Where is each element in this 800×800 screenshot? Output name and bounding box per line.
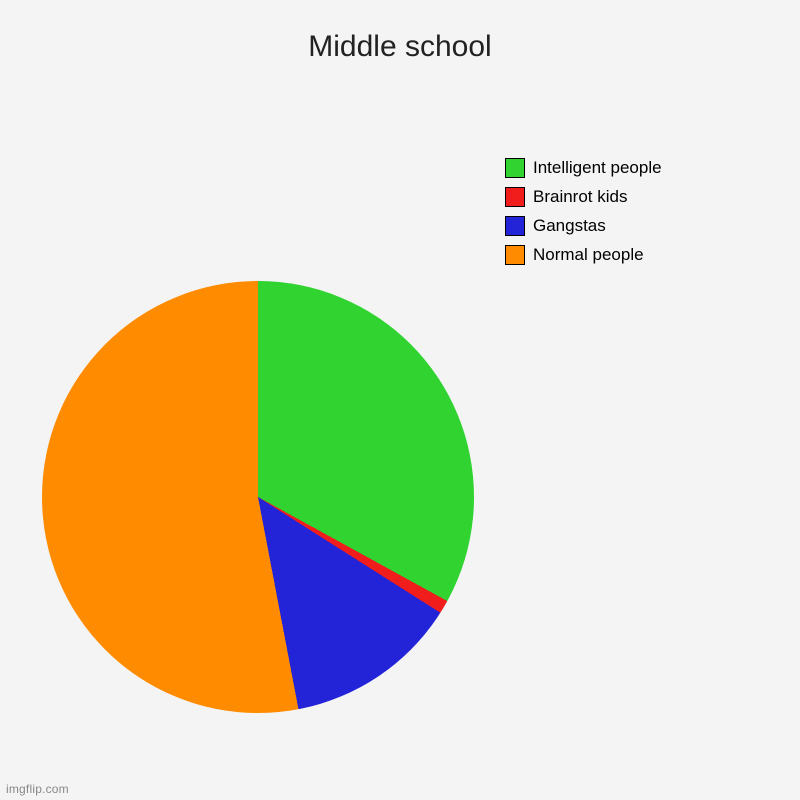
chart-title: Middle school	[0, 30, 800, 64]
pie-disc	[42, 281, 474, 713]
legend-item: Normal people	[505, 245, 662, 265]
legend-label: Intelligent people	[533, 158, 662, 178]
watermark: imgflip.com	[6, 782, 69, 796]
pie-chart	[42, 281, 474, 713]
legend-swatch	[505, 158, 525, 178]
legend-swatch	[505, 187, 525, 207]
legend-swatch	[505, 216, 525, 236]
legend: Intelligent people Brainrot kids Gangstas N…	[505, 158, 662, 265]
legend-item: Gangstas	[505, 216, 662, 236]
legend-label: Normal people	[533, 245, 644, 265]
legend-item: Brainrot kids	[505, 187, 662, 207]
legend-label: Brainrot kids	[533, 187, 627, 207]
legend-label: Gangstas	[533, 216, 606, 236]
legend-swatch	[505, 245, 525, 265]
legend-item: Intelligent people	[505, 158, 662, 178]
